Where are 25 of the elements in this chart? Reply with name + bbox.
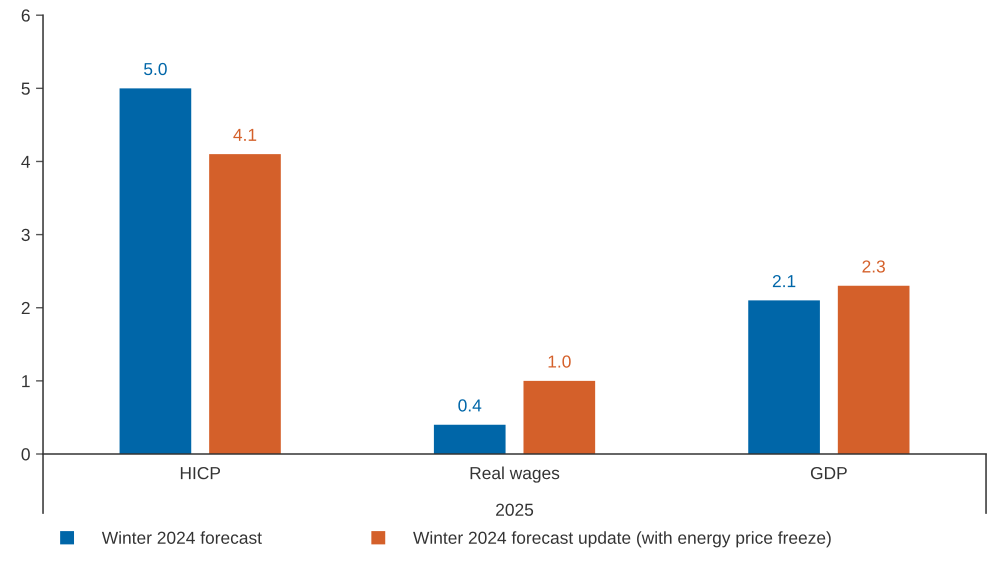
data-label: 0.4 (458, 399, 482, 412)
data-label: 2.3 (862, 260, 885, 273)
y-tick-label: 0 (22, 448, 30, 460)
x-tick-label: GDP (810, 466, 847, 480)
data-label: 1.0 (548, 355, 571, 368)
legend-label: Winter 2024 forecast update (with energy price freeze) (413, 531, 831, 548)
y-tick-label: 2 (22, 302, 30, 314)
bar (523, 380, 596, 454)
x-tick-label: Real wages (470, 466, 560, 483)
bar (838, 286, 910, 454)
y-tick-label: 4 (21, 156, 30, 168)
bar (748, 300, 820, 454)
y-tick-label: 6 (22, 9, 30, 22)
bar (209, 154, 281, 454)
y-tick-label: 3 (22, 228, 30, 242)
data-label: 2.1 (772, 274, 796, 288)
data-label: 4.1 (233, 128, 256, 141)
y-tick-label: 5 (22, 82, 30, 95)
data-label: 5.0 (144, 62, 167, 76)
bar (434, 424, 506, 454)
x-tick-label: HICP (180, 466, 220, 480)
x-axis-title: 2025 (496, 504, 534, 516)
legend-label: Winter 2024 forecast (102, 531, 262, 544)
y-tick-label: 1 (22, 375, 30, 388)
bar (120, 88, 192, 454)
